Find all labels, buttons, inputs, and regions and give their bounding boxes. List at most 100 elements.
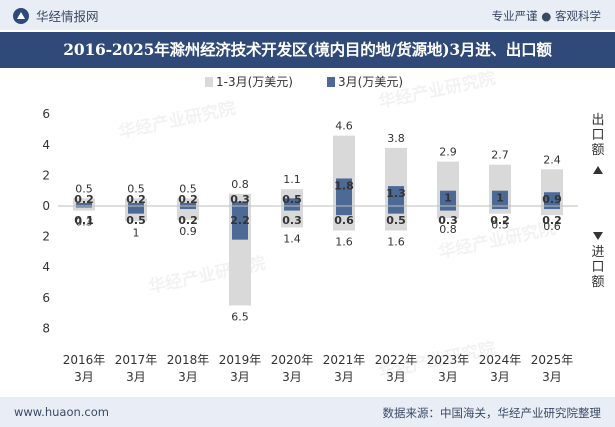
huajing-logo-icon [13, 7, 29, 24]
label-cumulative-import-0: 0.3 [75, 216, 93, 229]
legend-swatch-1 [327, 77, 335, 87]
y-tick-down-6: 6 [42, 291, 50, 305]
bar-monthly-import-0 [76, 206, 92, 208]
website-link[interactable]: www.huaon.com [14, 405, 109, 419]
bar-cumulative-import-4 [281, 206, 303, 228]
y-tick-up-6: 6 [42, 107, 50, 121]
x-tick-label-year-7: 2023年 [427, 353, 470, 367]
export-arrow-up-icon [593, 166, 603, 174]
label-cumulative-export-9: 2.4 [543, 153, 561, 166]
label-cumulative-export-7: 2.9 [439, 146, 457, 159]
label-cumulative-import-4: 1.4 [283, 232, 301, 245]
label-monthly-export-8: 1 [496, 192, 504, 205]
bar-monthly-import-8 [492, 206, 508, 210]
label-monthly-import-3: 2.2 [230, 214, 250, 227]
x-tick-label-month-3: 3月 [230, 370, 250, 384]
brand: 华经情报网 [12, 6, 99, 25]
label-monthly-import-8: 0.2 [490, 214, 510, 227]
label-monthly-export-6: 1.3 [386, 187, 406, 200]
x-tick-label-month-4: 3月 [282, 370, 302, 384]
bar-monthly-export-4 [284, 198, 300, 206]
label-monthly-export-3: 0.3 [230, 193, 250, 206]
bar-cumulative-export-0 [73, 198, 95, 206]
y-tick-down-2: 2 [42, 230, 50, 244]
y-tick-down-8: 8 [42, 321, 50, 335]
label-cumulative-export-0: 0.5 [75, 182, 93, 195]
x-tick-label-month-6: 3月 [386, 370, 406, 384]
label-cumulative-export-4: 1.1 [283, 173, 301, 186]
x-tick-label-year-4: 2020年 [271, 353, 314, 367]
label-cumulative-export-5: 4.6 [335, 120, 353, 133]
label-cumulative-import-8: 0.5 [491, 219, 509, 232]
bar-monthly-export-7 [440, 190, 456, 206]
label-cumulative-import-6: 1.6 [387, 235, 405, 248]
label-monthly-import-0: 0.1 [74, 214, 94, 227]
label-cumulative-import-3: 6.5 [231, 310, 249, 323]
label-cumulative-import-7: 0.8 [439, 223, 457, 236]
label-monthly-export-4: 0.5 [282, 193, 302, 206]
export-label-char-1: 口 [591, 128, 604, 143]
label-cumulative-import-1: 1 [133, 226, 140, 239]
x-tick-label-year-0: 2016年 [63, 353, 106, 367]
label-monthly-export-2: 0.2 [178, 193, 198, 206]
bar-monthly-import-9 [544, 206, 560, 210]
x-tick-label-month-2: 3月 [178, 370, 198, 384]
label-cumulative-export-3: 0.8 [231, 178, 249, 191]
label-monthly-import-2: 0.2 [178, 214, 198, 227]
import-label-char-1: 口 [591, 260, 604, 275]
x-tick-label-month-5: 3月 [334, 370, 354, 384]
label-monthly-import-4: 0.3 [282, 214, 302, 227]
label-monthly-import-9: 0.2 [542, 214, 562, 227]
import-label-char-2: 额 [591, 275, 604, 290]
label-monthly-export-5: 1.8 [334, 179, 354, 192]
bar-monthly-import-1 [128, 206, 144, 214]
x-tick-label-year-8: 2024年 [479, 353, 522, 367]
label-monthly-import-7: 0.3 [438, 214, 458, 227]
bar-monthly-import-6 [388, 206, 404, 214]
data-source: 数据来源：中国海关，华经产业研究院整理 [382, 406, 602, 420]
bar-monthly-export-8 [492, 190, 508, 206]
label-cumulative-import-5: 1.6 [335, 235, 353, 248]
bar-monthly-export-5 [336, 178, 352, 206]
label-monthly-import-6: 0.5 [386, 214, 406, 227]
x-tick-label-year-5: 2021年 [323, 353, 366, 367]
x-tick-label-year-3: 2019年 [219, 353, 262, 367]
bar-monthly-export-3 [232, 201, 248, 206]
label-monthly-export-1: 0.2 [126, 193, 146, 206]
bottom-bar: www.huaon.com 数据来源：中国海关，华经产业研究院整理 [0, 397, 615, 427]
label-cumulative-export-1: 0.5 [127, 182, 145, 195]
label-monthly-import-5: 0.6 [334, 214, 354, 227]
x-tick-label-year-1: 2017年 [115, 353, 158, 367]
label-monthly-export-7: 1 [444, 192, 452, 205]
bar-monthly-export-0 [76, 202, 92, 206]
x-tick-label-month-8: 3月 [490, 370, 510, 384]
bar-monthly-import-7 [440, 206, 456, 211]
legend-swatch-0 [205, 77, 213, 87]
x-tick-label-month-9: 3月 [542, 370, 562, 384]
bar-monthly-import-3 [232, 206, 248, 240]
bar-cumulative-import-0 [73, 206, 95, 211]
legend-label-0: 1-3月(万美元) [216, 75, 293, 89]
bar-cumulative-import-2 [177, 206, 199, 220]
label-monthly-export-9: 0.9 [542, 193, 562, 206]
bar-cumulative-export-1 [125, 198, 147, 206]
bar-cumulative-import-8 [489, 206, 511, 214]
x-tick-label-year-6: 2022年 [375, 353, 418, 367]
watermark-text-0: 华经产业研究院 [117, 98, 238, 143]
brand-name: 华经情报网 [36, 9, 99, 24]
x-tick-label-month-0: 3月 [74, 370, 94, 384]
y-tick-up-0: 0 [42, 199, 50, 213]
chart-title: 2016-2025年滁州经济技术开发区(境内目的地/货源地)3月进、出口额 [0, 32, 615, 68]
top-bar: 华经情报网 专业严谨 ● 客观科学 [0, 0, 615, 30]
x-tick-label-month-1: 3月 [126, 370, 146, 384]
label-cumulative-export-6: 3.8 [387, 132, 405, 145]
slogan: 专业严谨 ● 客观科学 [491, 9, 601, 23]
y-tick-down-4: 4 [42, 260, 50, 274]
bar-monthly-import-4 [284, 206, 300, 211]
label-cumulative-import-9: 0.6 [543, 220, 561, 233]
label-cumulative-export-8: 2.7 [491, 149, 509, 162]
label-monthly-import-1: 0.5 [126, 214, 146, 227]
import-arrow-down-icon [593, 232, 603, 240]
bar-monthly-export-2 [180, 202, 196, 206]
export-label-char-2: 额 [591, 143, 604, 158]
